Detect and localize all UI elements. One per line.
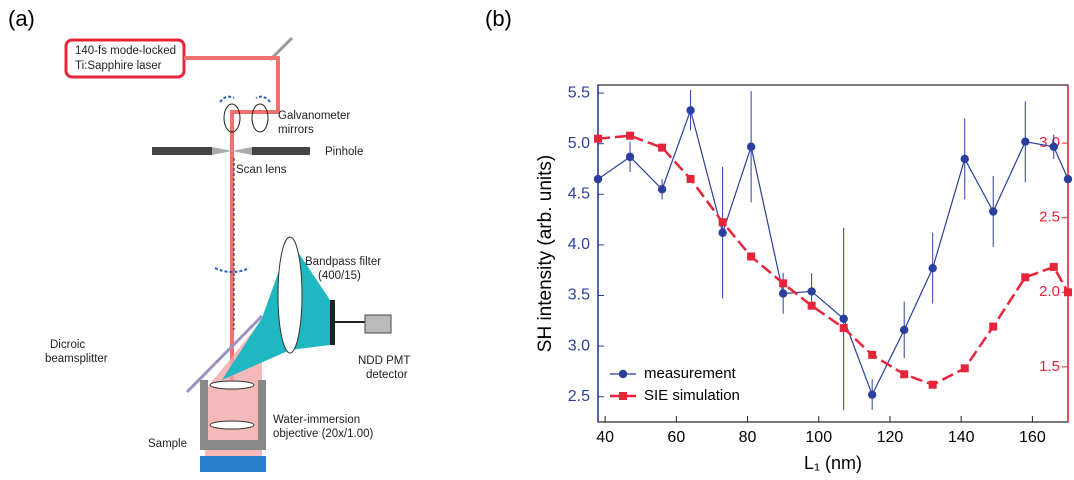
panel-label: (b) [485,6,512,31]
data-point [747,252,756,261]
x-tick-label: 100 [805,429,832,446]
data-point [989,322,998,331]
data-point [593,174,603,184]
legend-marker [619,392,627,400]
legend-label: SIE simulation [644,387,740,404]
diagram-label: Dicroic [50,339,85,351]
diagram-label: Water-immersion [273,414,360,426]
legend-label: measurement [644,365,737,382]
legend-marker [618,369,628,379]
y-tick-label: 2.5 [568,388,590,405]
y2-tick-label: 1.5 [1039,358,1060,375]
y-tick-label: 5.5 [568,84,590,101]
diagram-label: (400/15) [318,270,361,282]
data-point [686,106,695,115]
data-point [839,314,848,323]
x-tick-label: 160 [1019,429,1046,446]
y-tick-label: 5.0 [568,135,590,152]
data-point [1021,273,1030,282]
y2-tick-label: 2.0 [1039,283,1060,300]
data-point [626,131,635,140]
panel-label: (a) [8,6,35,31]
diagram-label: NDD PMT [358,355,410,367]
data-point [867,390,877,399]
y-axis-label: SH intensity (arb. units) [535,155,556,352]
data-point [625,152,635,162]
data-point [594,134,602,143]
data-point [779,279,788,288]
diagram-label: 140-fs mode-locked [75,45,176,57]
diagram-label: beamsplitter [45,353,108,365]
y-tick-label: 4.0 [568,236,590,253]
diagram-label: Sample [148,438,187,450]
data-point [718,218,727,227]
data-point [1064,288,1072,297]
data-point [1021,137,1030,146]
y2-tick-label: 2.5 [1039,209,1060,226]
data-point [778,289,788,298]
x-tick-label: 40 [596,429,614,446]
diagram-label: Pinhole [325,146,363,158]
x-tick-label: 60 [667,429,685,446]
data-point [807,287,816,296]
x-tick-label: 140 [948,429,975,446]
diagram-label: detector [366,369,408,381]
data-point [900,325,909,335]
diagram-label: mirrors [278,124,314,136]
data-point [718,228,727,237]
data-point [868,350,877,359]
diagram-label: Galvanometer [278,110,350,122]
data-point [960,364,969,373]
data-point [686,174,695,183]
data-point [839,324,848,333]
data-point [989,207,998,216]
data-point [1063,174,1073,184]
data-point [1049,262,1058,271]
data-point [746,142,756,151]
x-tick-label: 120 [877,429,904,446]
data-point [657,185,667,194]
diagram [64,36,392,472]
data-point [928,380,937,389]
diagram-label: Ti:Sapphire laser [75,60,162,72]
x-tick-label: 80 [739,429,757,446]
y-tick-label: 3.0 [568,337,590,354]
data-point [960,154,969,164]
data-point [1049,142,1058,151]
diagram-label: objective (20x/1.00) [273,428,374,440]
y-tick-label: 3.5 [568,287,590,304]
diagram-label: Scan lens [236,164,287,176]
data-point [658,143,667,152]
data-point [900,370,909,379]
diagram-label: Bandpass filter [305,256,381,268]
data-point [807,301,816,310]
y-tick-label: 4.5 [568,186,590,203]
data-point [928,263,937,273]
x-axis-label: L₁ (nm) [804,453,862,473]
